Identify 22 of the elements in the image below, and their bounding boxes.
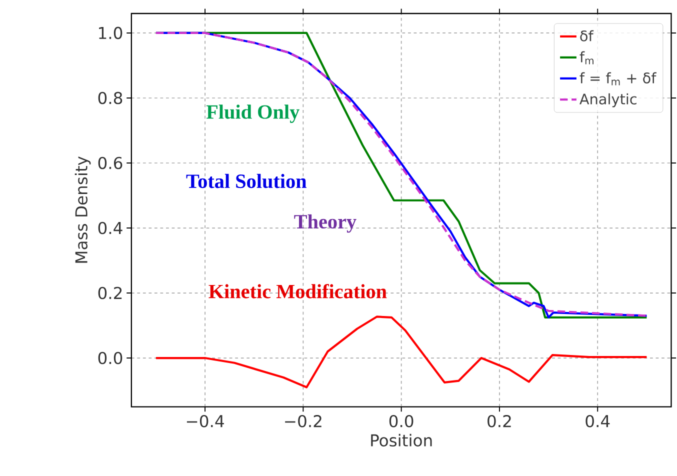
x-tick-label: −0.4 (186, 414, 224, 428)
x-tick-label: −0.2 (285, 414, 322, 428)
legend-label: δf (580, 30, 594, 42)
x-axis-title: Position (371, 434, 432, 446)
x-tick-label: 0.2 (488, 414, 511, 428)
x-tick-label: 0.0 (389, 414, 414, 428)
legend-label: f$_{m}$ (580, 51, 594, 64)
y-tick-label: 0.2 (98, 286, 122, 300)
line-series (154, 316, 648, 388)
annotation: Theory (294, 214, 356, 233)
y-tick-label: 0.0 (98, 352, 122, 364)
legend-label: Analytic (580, 93, 636, 108)
y-tick-label: 0.6 (98, 156, 122, 170)
legend-label: f = f$_{m}$ + δf (580, 72, 656, 86)
annotation: Fluid Only (206, 104, 300, 123)
annotation: Total Solution (186, 174, 307, 188)
annotation: Kinetic Modification (208, 284, 387, 298)
y-tick-label: 0.4 (98, 222, 122, 234)
y-tick-label: 0.8 (98, 92, 122, 104)
x-tick-label: 0.4 (586, 414, 610, 428)
y-axis-title: Mass Density (74, 156, 91, 263)
y-tick-label: 1.0 (99, 26, 122, 40)
